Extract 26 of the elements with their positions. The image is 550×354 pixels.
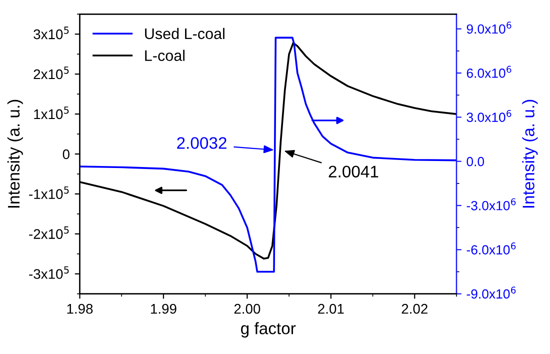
- annotation: 2.0041: [328, 166, 378, 178]
- y-tick-label: -2x10$^{5}$: [29, 226, 69, 239]
- y2-axis-title: Intensity (a. u.): [522, 100, 538, 208]
- x-tick-label: 2.01: [318, 304, 344, 314]
- x-tick-label: 1.98: [67, 304, 93, 314]
- x-axis-title: g factor: [241, 322, 296, 338]
- y-tick-label: -3x10$^{5}$: [29, 266, 69, 279]
- x-tick-label: 1.99: [151, 304, 176, 314]
- y-tick-label: -1x10$^{5}$: [29, 186, 69, 200]
- x-tick-label: 2.00: [234, 304, 260, 314]
- x-tick-label: 2.02: [402, 304, 428, 314]
- y2-tick-label: -3.0x10$^{6}$: [466, 198, 516, 210]
- y-tick-label: 3x10$^{5}$: [34, 26, 69, 40]
- y-tick-label: 1x10$^{5}$: [34, 106, 69, 120]
- legend-label: Used L-coal: [145, 28, 224, 40]
- y2-tick-label: -9.0x10$^{6}$: [466, 286, 516, 299]
- y-tick-label: 0: [62, 149, 70, 160]
- y-tick-label: 2x10$^{5}$: [34, 66, 69, 80]
- y2-tick-label: 3.0x10$^{6}$: [466, 110, 512, 122]
- y-axis-title: Intensity (a. u.): [7, 100, 23, 208]
- y2-tick-label: 6.0x10$^{6}$: [466, 66, 512, 78]
- legend-label: L-coal: [145, 50, 185, 62]
- y2-tick-label: 9.0x10$^{6}$: [466, 22, 512, 34]
- y2-tick-label: 0.0: [466, 156, 484, 166]
- annotation: 2.0032: [177, 137, 226, 149]
- y2-tick-label: -6.0x10$^{6}$: [466, 242, 516, 254]
